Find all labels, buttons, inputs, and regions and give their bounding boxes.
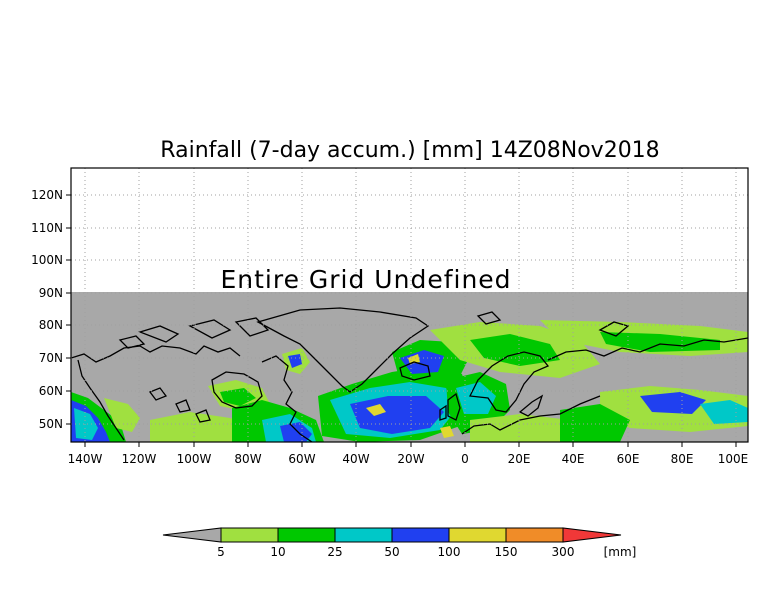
rain-north-atlantic-yellow xyxy=(366,404,386,416)
rain-west-coast-cyan xyxy=(74,408,98,440)
map-title: Rainfall (7-day accum.) [mm] 14Z08Nov201… xyxy=(160,138,659,163)
coastline-canadian-archipelago xyxy=(118,317,270,349)
lon-label-20e: 20E xyxy=(508,452,531,466)
lon-label-100e: 100E xyxy=(718,452,749,466)
lon-label-80w: 80W xyxy=(234,452,261,466)
legend-label-100: 100 xyxy=(438,545,461,559)
coastline-greenland xyxy=(256,307,430,393)
undefined-grid-note: Entire Grid Undefined xyxy=(220,265,511,294)
lon-label-60e: 60E xyxy=(617,452,640,466)
legend-swatch-100-150 xyxy=(448,527,507,543)
legend-swatch-25-50 xyxy=(334,527,393,543)
lon-label-100w: 100W xyxy=(177,452,212,466)
color-bar-legend: 5 10 25 50 100 150 300 [mm] xyxy=(162,527,637,559)
legend-swatch-10-25 xyxy=(277,527,336,543)
legend-swatch-5-10 xyxy=(220,527,279,543)
coastline-alaska xyxy=(71,345,241,363)
lon-label-140w: 140W xyxy=(68,452,103,466)
coastline-novaya-zemlya xyxy=(598,321,630,337)
legend-label-50: 50 xyxy=(384,545,399,559)
legend-swatch-above-300 xyxy=(562,527,622,543)
tick-marks xyxy=(66,194,737,447)
lat-label-120n: 120N xyxy=(31,188,63,202)
rain-siberia-blue xyxy=(640,392,706,414)
coastline-west-north-america xyxy=(77,359,125,441)
rain-north-atlantic-yellow-2 xyxy=(440,426,454,438)
legend-label-10: 10 xyxy=(270,545,285,559)
coastlines xyxy=(71,307,748,442)
rain-scandinavia-green xyxy=(470,334,560,366)
plot-frame xyxy=(70,167,749,443)
coastline-svalbard xyxy=(476,311,502,325)
legend-label-5: 5 xyxy=(217,545,225,559)
coastline-east-canada xyxy=(261,355,313,442)
legend-swatch-below-5 xyxy=(162,527,222,543)
legend-label-150: 150 xyxy=(495,545,518,559)
lat-tick-labels: 120N 110N 100N 90N 80N 70N 60N 50N xyxy=(31,188,63,431)
legend-unit-label: [mm] xyxy=(604,545,637,559)
coastline-europe-north xyxy=(461,395,601,435)
lat-label-70n: 70N xyxy=(39,351,63,365)
map-plot-area: Entire Grid Undefined xyxy=(66,167,749,447)
lon-label-40e: 40E xyxy=(562,452,585,466)
rain-iceland-yellow xyxy=(408,354,420,364)
grid-lines xyxy=(71,168,748,442)
rain-europe-cyan xyxy=(456,382,496,414)
lon-tick-labels: 140W 120W 100W 80W 60W 40W 20W 0 20E 40E… xyxy=(68,452,749,466)
coastline-lakes xyxy=(148,387,211,423)
coastline-scandinavia xyxy=(469,351,550,413)
coastline-hudson-bay xyxy=(211,371,263,409)
lon-label-0: 0 xyxy=(461,452,469,466)
legend-label-25: 25 xyxy=(327,545,342,559)
rain-central-asia xyxy=(560,404,630,442)
lat-label-80n: 80N xyxy=(39,318,63,332)
rain-hudson-green xyxy=(220,388,256,406)
lon-label-20w: 20W xyxy=(397,452,424,466)
rain-siberia-cyan xyxy=(700,400,748,424)
lat-label-100n: 100N xyxy=(31,253,63,267)
lat-label-60n: 60N xyxy=(39,384,63,398)
rain-north-atlantic-blue xyxy=(350,396,444,434)
legend-swatch-50-100 xyxy=(391,527,450,543)
lon-label-60w: 60W xyxy=(288,452,315,466)
lon-label-40w: 40W xyxy=(342,452,369,466)
lat-label-50n: 50N xyxy=(39,417,63,431)
lat-label-90n: 90N xyxy=(39,286,63,300)
coastline-british-isles xyxy=(439,392,461,421)
rain-north-russia-green xyxy=(600,332,720,352)
coastline-iceland xyxy=(399,361,431,381)
lon-label-80e: 80E xyxy=(671,452,694,466)
legend-swatch-150-300 xyxy=(505,527,564,543)
coastline-baltic xyxy=(518,394,544,417)
lat-label-110n: 110N xyxy=(31,221,63,235)
legend-label-300: 300 xyxy=(552,545,575,559)
lon-label-120w: 120W xyxy=(122,452,157,466)
coastline-russia-north xyxy=(547,337,748,361)
